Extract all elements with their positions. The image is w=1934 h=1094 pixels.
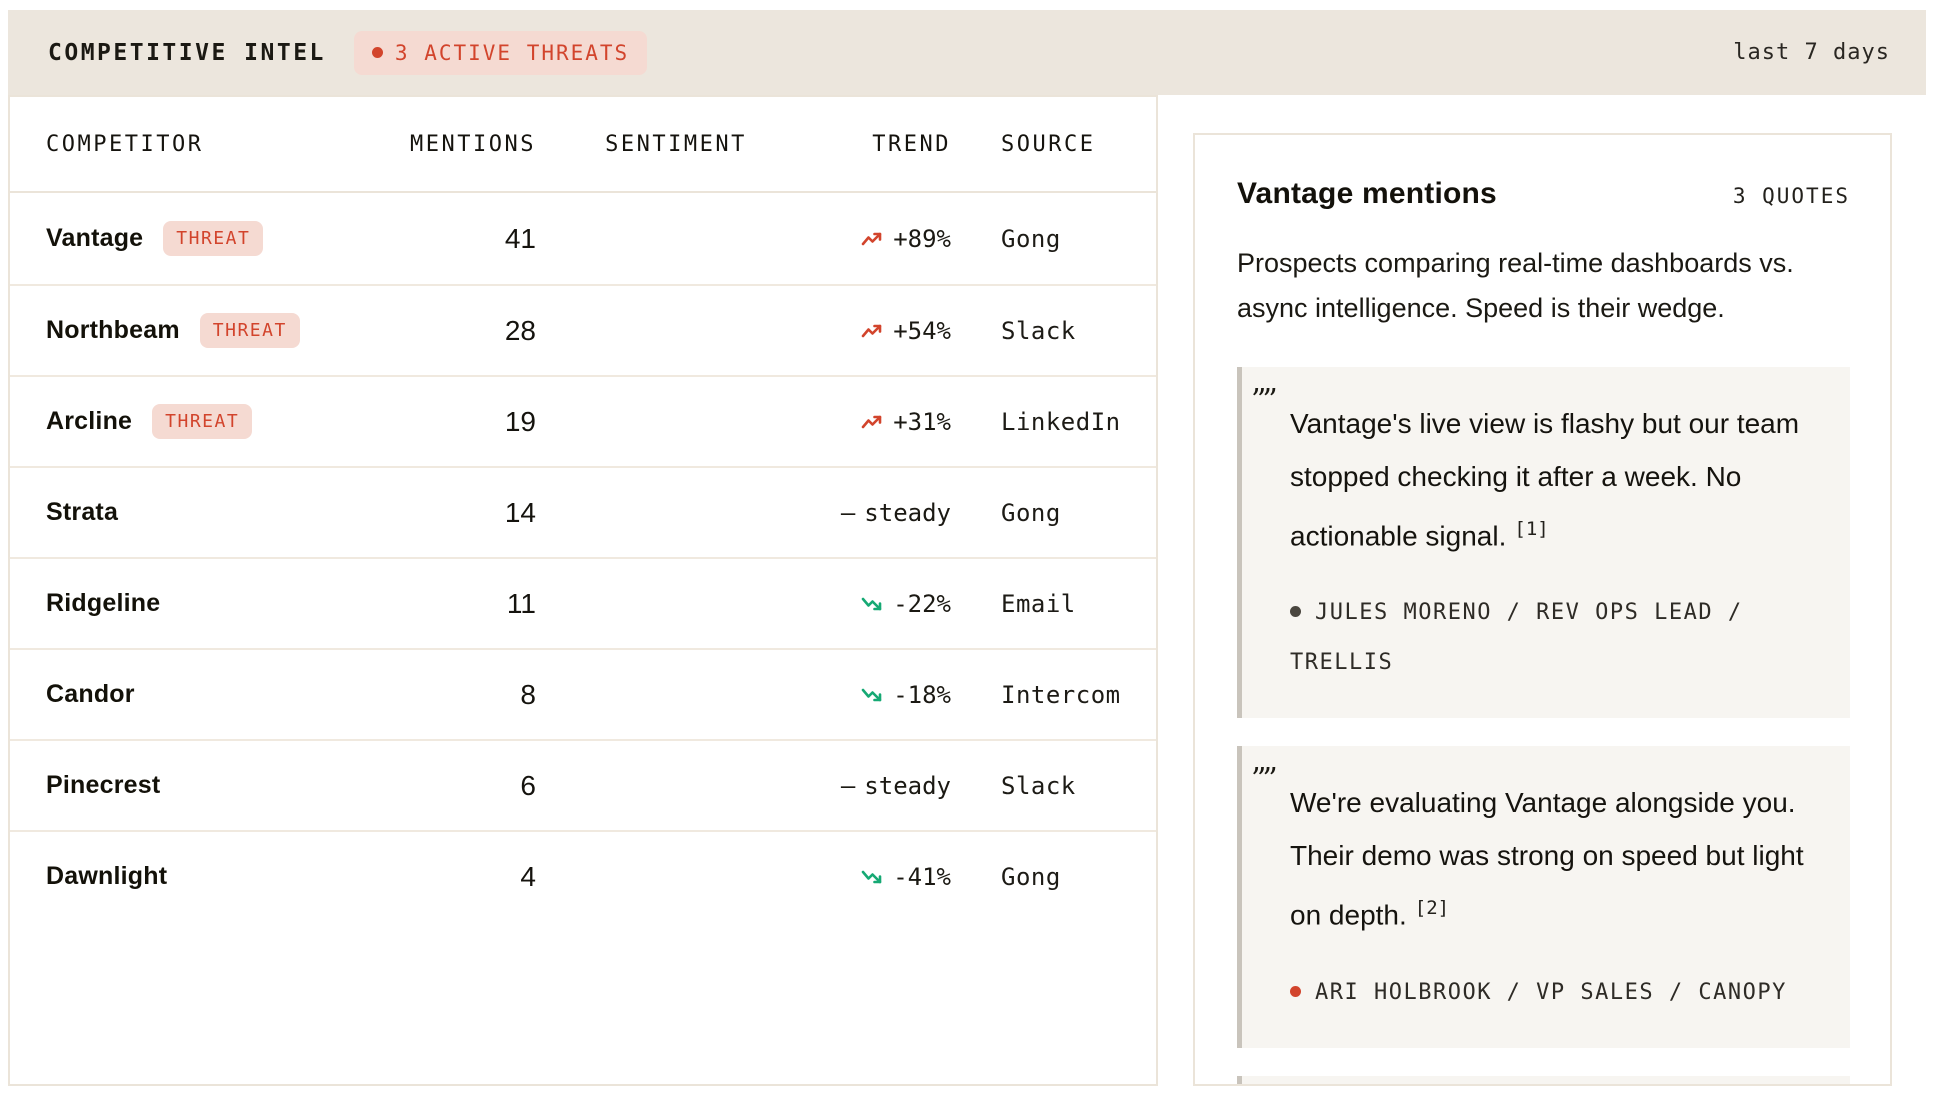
mentions-value: 6 xyxy=(520,769,536,801)
trend-direction-icon: — xyxy=(841,772,855,800)
quote-attribution: ARI HOLBROOK / VP SALES / CANOPY xyxy=(1290,968,1814,1018)
column-header-trend: TREND xyxy=(872,131,951,157)
trend-cell: — steady xyxy=(841,772,951,800)
competitor-name: Dawnlight xyxy=(46,862,168,890)
quote-icon: ”” xyxy=(1251,762,1278,798)
quote-text: Vantage's live view is flashy but our te… xyxy=(1290,408,1800,552)
attribution-text: JULES MORENO / REV OPS LEAD / TRELLIS xyxy=(1290,600,1743,676)
quote-panel: Vantage mentions 3 QUOTES Prospects comp… xyxy=(1193,133,1892,1086)
trend-direction-icon xyxy=(859,595,884,613)
quote-text: We're evaluating Vantage alongside you. … xyxy=(1290,787,1804,931)
mentions-value: 41 xyxy=(504,222,536,254)
trend-direction-icon xyxy=(859,413,884,431)
panel-title: Vantage mentions xyxy=(1237,177,1497,210)
mentions-value: 11 xyxy=(506,587,536,619)
source-value: Gong xyxy=(1001,224,1061,253)
trend-cell: +89% xyxy=(859,225,951,253)
trend-value: steady xyxy=(864,498,951,527)
citation-link[interactable]: [1] xyxy=(1514,518,1549,540)
mentions-value: 8 xyxy=(520,678,536,710)
mentions-value: 28 xyxy=(504,314,536,346)
source-value: Slack xyxy=(1001,316,1076,345)
trend-value: +31% xyxy=(893,407,951,436)
competitor-name: Arcline xyxy=(46,407,133,435)
attribution-dot-icon xyxy=(1290,985,1301,997)
attribution-dot-icon xyxy=(1290,606,1301,618)
quote-icon: ”” xyxy=(1251,383,1278,418)
right-rail: Vantage mentions 3 QUOTES Prospects comp… xyxy=(1193,95,1892,1086)
column-header-competitor: COMPETITOR xyxy=(46,131,204,157)
quote-card: ”” Vantage's live view is flashy but our… xyxy=(1237,367,1850,719)
trend-cell: -41% xyxy=(859,863,951,891)
trend-cell: -18% xyxy=(859,681,951,709)
source-value: Slack xyxy=(1001,771,1076,800)
mentions-value: 14 xyxy=(504,496,536,528)
trend-value: +54% xyxy=(893,316,951,345)
trend-value: +89% xyxy=(893,224,951,253)
competitor-table: COMPETITOR MENTIONS SENTIMENT TREND SOUR… xyxy=(8,95,1158,1086)
table-row[interactable]: Ridgeline 11 -22% Email xyxy=(10,557,1156,648)
date-range-control[interactable]: last 7 days xyxy=(1733,40,1890,65)
mentions-value: 4 xyxy=(520,860,536,892)
table-row[interactable]: Strata 14 — steady Gong xyxy=(10,466,1156,557)
quote-count-badge: 3 QUOTES xyxy=(1732,184,1850,208)
trend-cell: +54% xyxy=(859,317,951,345)
source-value: Email xyxy=(1001,589,1076,618)
table-row[interactable]: Northbeam THREAT 28 +54% Slack xyxy=(10,284,1156,375)
attribution-text: ARI HOLBROOK / VP SALES / CANOPY xyxy=(1315,979,1787,1005)
column-header-sentiment: SENTIMENT xyxy=(605,131,747,157)
column-header-mentions: MENTIONS xyxy=(410,131,536,157)
trend-cell: -22% xyxy=(859,590,951,618)
competitor-name: Vantage xyxy=(46,224,144,252)
trend-value: -41% xyxy=(893,862,951,891)
quote-attribution: JULES MORENO / REV OPS LEAD / TRELLIS xyxy=(1290,588,1814,688)
threat-tag: THREAT xyxy=(163,221,264,256)
competitor-name: Ridgeline xyxy=(46,589,161,617)
competitor-name: Northbeam xyxy=(46,316,180,344)
active-threats-label: 3 ACTIVE THREATS xyxy=(394,40,630,65)
threat-tag: THREAT xyxy=(199,313,300,348)
quote-card: ”” We're evaluating Vantage alongside yo… xyxy=(1237,746,1850,1048)
panel-description: Prospects comparing real-time dashboards… xyxy=(1237,248,1794,323)
trend-cell: +31% xyxy=(859,408,951,436)
competitor-name: Candor xyxy=(46,680,135,708)
header-bar: COMPETITIVE INTEL 3 ACTIVE THREATS last … xyxy=(8,10,1926,95)
source-value: Gong xyxy=(1001,862,1061,891)
citation-link[interactable]: [2] xyxy=(1414,897,1450,920)
page-title: COMPETITIVE INTEL xyxy=(48,39,326,66)
trend-cell: — steady xyxy=(841,499,951,527)
mentions-value: 19 xyxy=(504,405,536,437)
table-row[interactable]: Candor 8 -18% Intercom xyxy=(10,648,1156,739)
source-value: LinkedIn xyxy=(1001,407,1121,436)
trend-value: steady xyxy=(864,771,951,800)
table-row[interactable]: Pinecrest 6 — steady Slack xyxy=(10,739,1156,830)
competitor-name: Strata xyxy=(46,498,119,526)
trend-direction-icon xyxy=(859,868,884,886)
source-value: Intercom xyxy=(1001,680,1121,709)
trend-value: -18% xyxy=(893,680,951,709)
trend-value: -22% xyxy=(893,589,951,618)
trend-flat-icon: — xyxy=(840,771,856,800)
table-body: Vantage THREAT 41 +89% Gong Northbeam TH… xyxy=(10,193,1156,921)
threat-tag: THREAT xyxy=(152,404,253,439)
table-row[interactable]: Vantage THREAT 41 +89% Gong xyxy=(10,193,1156,284)
trend-direction-icon xyxy=(859,322,884,340)
table-row[interactable]: Dawnlight 4 -41% Gong xyxy=(10,830,1156,921)
quote-card: ”” Our board asked why we aren't using xyxy=(1237,1075,1850,1084)
threat-dot-icon xyxy=(371,47,383,58)
active-threats-badge: 3 ACTIVE THREATS xyxy=(353,30,648,75)
table-row[interactable]: Arcline THREAT 19 +31% LinkedIn xyxy=(10,375,1156,466)
trend-direction-icon xyxy=(859,686,884,704)
trend-direction-icon xyxy=(859,230,884,248)
competitor-name: Pinecrest xyxy=(46,771,161,799)
source-value: Gong xyxy=(1001,498,1061,527)
trend-direction-icon: — xyxy=(841,499,855,527)
column-header-source: SOURCE xyxy=(1001,131,1096,157)
trend-flat-icon: — xyxy=(840,498,856,527)
table-header-row: COMPETITOR MENTIONS SENTIMENT TREND SOUR… xyxy=(10,97,1156,193)
quotes-list: ”” Vantage's live view is flashy but our… xyxy=(1237,367,1850,1084)
